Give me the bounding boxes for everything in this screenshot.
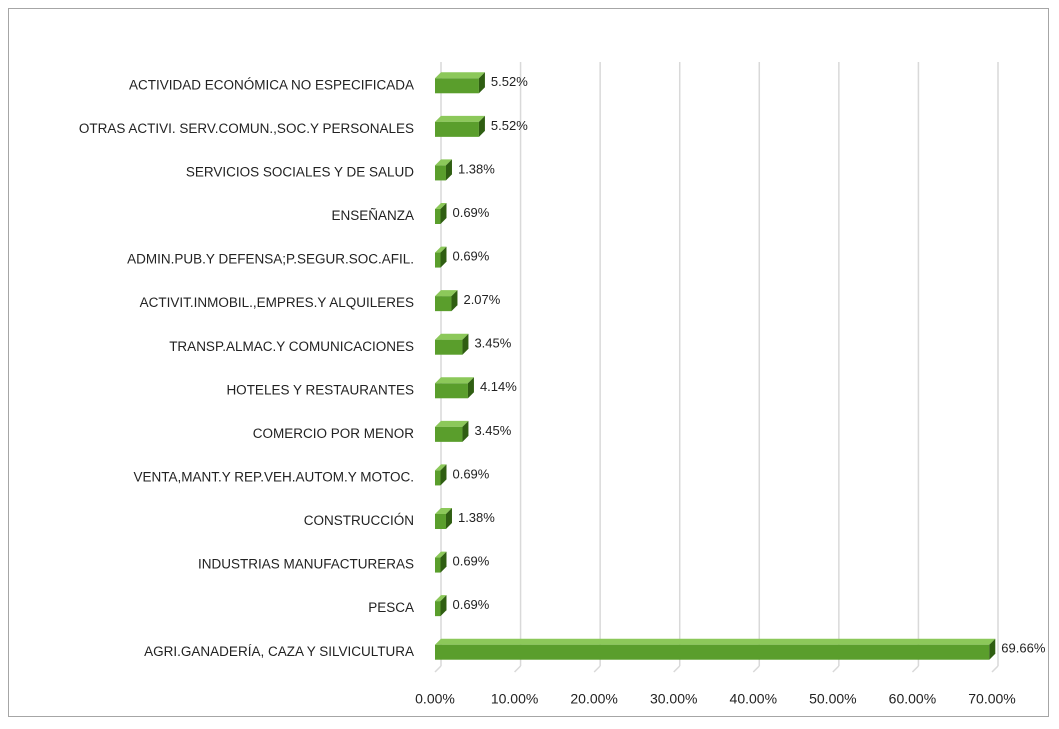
- value-label: 0.69%: [452, 466, 489, 481]
- grid-line-floor: [434, 665, 442, 673]
- bar: [435, 296, 452, 312]
- bar-top: [435, 464, 447, 471]
- value-label: 2.07%: [463, 292, 500, 307]
- bar-top: [435, 159, 452, 166]
- bar-end: [467, 377, 474, 399]
- bar-top: [435, 551, 447, 558]
- bar-end: [462, 333, 469, 355]
- y-tick-label: ACTIVIT.INMOBIL.,EMPRES.Y ALQUILERES: [140, 295, 414, 310]
- bar: [435, 557, 441, 573]
- value-label: 3.45%: [474, 423, 511, 438]
- x-tick-label: 70.00%: [968, 691, 1015, 707]
- value-label: 1.38%: [458, 161, 495, 176]
- value-label: 0.69%: [452, 554, 489, 569]
- bar: [435, 601, 441, 617]
- y-tick-label: TRANSP.ALMAC.Y COMUNICACIONES: [169, 339, 414, 354]
- value-label: 4.14%: [480, 379, 517, 394]
- bar: [435, 514, 446, 529]
- grid-line-floor: [673, 665, 681, 673]
- y-tick-label: AGRI.GANADERÍA, CAZA Y SILVICULTURA: [144, 644, 414, 659]
- bar: [435, 470, 441, 486]
- x-tick-label: 0.00%: [415, 691, 455, 707]
- bar: [435, 252, 441, 268]
- bar-top: [435, 595, 447, 602]
- bar: [435, 78, 479, 94]
- y-tick-label: INDUSTRIAS MANUFACTURERAS: [198, 557, 414, 572]
- bar: [435, 383, 468, 399]
- y-tick-label: OTRAS ACTIVI. SERV.COMUN.,SOC.Y PERSONAL…: [79, 121, 414, 136]
- value-label: 1.38%: [458, 510, 495, 525]
- y-tick-label: ADMIN.PUB.Y DEFENSA;P.SEGUR.SOC.AFIL.: [127, 252, 414, 267]
- bar-end: [478, 72, 485, 94]
- grid-line-floor: [991, 665, 999, 673]
- y-tick-label: ENSEÑANZA: [331, 208, 414, 223]
- grid-line-floor: [514, 665, 522, 673]
- x-tick-label: 10.00%: [491, 691, 538, 707]
- bar-top: [435, 638, 996, 645]
- value-label: 5.52%: [491, 74, 528, 89]
- x-tick-label: 60.00%: [889, 691, 936, 707]
- grid-line-floor: [593, 665, 601, 673]
- bar: [435, 644, 990, 660]
- y-tick-label: HOTELES Y RESTAURANTES: [226, 382, 414, 397]
- bar-end: [440, 464, 447, 486]
- bar-end: [440, 203, 447, 224]
- bar-end: [478, 115, 485, 137]
- bar-top: [435, 420, 469, 427]
- y-tick-label: SERVICIOS SOCIALES Y DE SALUD: [186, 164, 414, 179]
- bar-top: [435, 115, 485, 122]
- value-label: 0.69%: [452, 597, 489, 612]
- bar: [435, 165, 446, 181]
- value-label: 3.45%: [474, 336, 511, 351]
- bar-end: [440, 246, 447, 268]
- bar-top: [435, 333, 469, 340]
- bar-top: [435, 377, 474, 384]
- bar-top: [435, 72, 485, 79]
- bar: [435, 426, 463, 442]
- bar-top: [435, 290, 458, 297]
- bar: [435, 209, 441, 224]
- bar-top: [435, 246, 447, 253]
- chart-frame: [8, 8, 1049, 717]
- y-tick-label: CONSTRUCCIÓN: [304, 513, 414, 528]
- bar-end: [451, 290, 458, 312]
- grid-line-floor: [752, 665, 760, 673]
- value-label: 5.52%: [491, 118, 528, 133]
- y-tick-label: PESCA: [368, 600, 414, 615]
- x-tick-label: 30.00%: [650, 691, 697, 707]
- value-label: 0.69%: [452, 249, 489, 264]
- bar-top: [435, 508, 452, 514]
- bar: [435, 121, 479, 137]
- bar-end: [440, 595, 447, 617]
- bar-end: [462, 420, 469, 442]
- grid-line-floor: [832, 665, 840, 673]
- y-tick-label: ACTIVIDAD ECONÓMICA NO ESPECIFICADA: [129, 77, 414, 92]
- bar-end: [445, 508, 452, 529]
- bar: [435, 339, 463, 355]
- y-tick-label: VENTA,MANT.Y REP.VEH.AUTOM.Y MOTOC.: [133, 469, 414, 484]
- value-label: 69.66%: [1001, 641, 1046, 656]
- grid-line-floor: [911, 665, 919, 673]
- bar-end: [440, 551, 447, 573]
- x-tick-label: 40.00%: [730, 691, 777, 707]
- x-tick-label: 20.00%: [570, 691, 617, 707]
- x-tick-label: 50.00%: [809, 691, 856, 707]
- bar-top: [435, 203, 447, 209]
- bar-end: [445, 159, 452, 181]
- y-tick-label: COMERCIO POR MENOR: [253, 426, 415, 441]
- bar-end: [989, 638, 996, 660]
- value-label: 0.69%: [452, 205, 489, 220]
